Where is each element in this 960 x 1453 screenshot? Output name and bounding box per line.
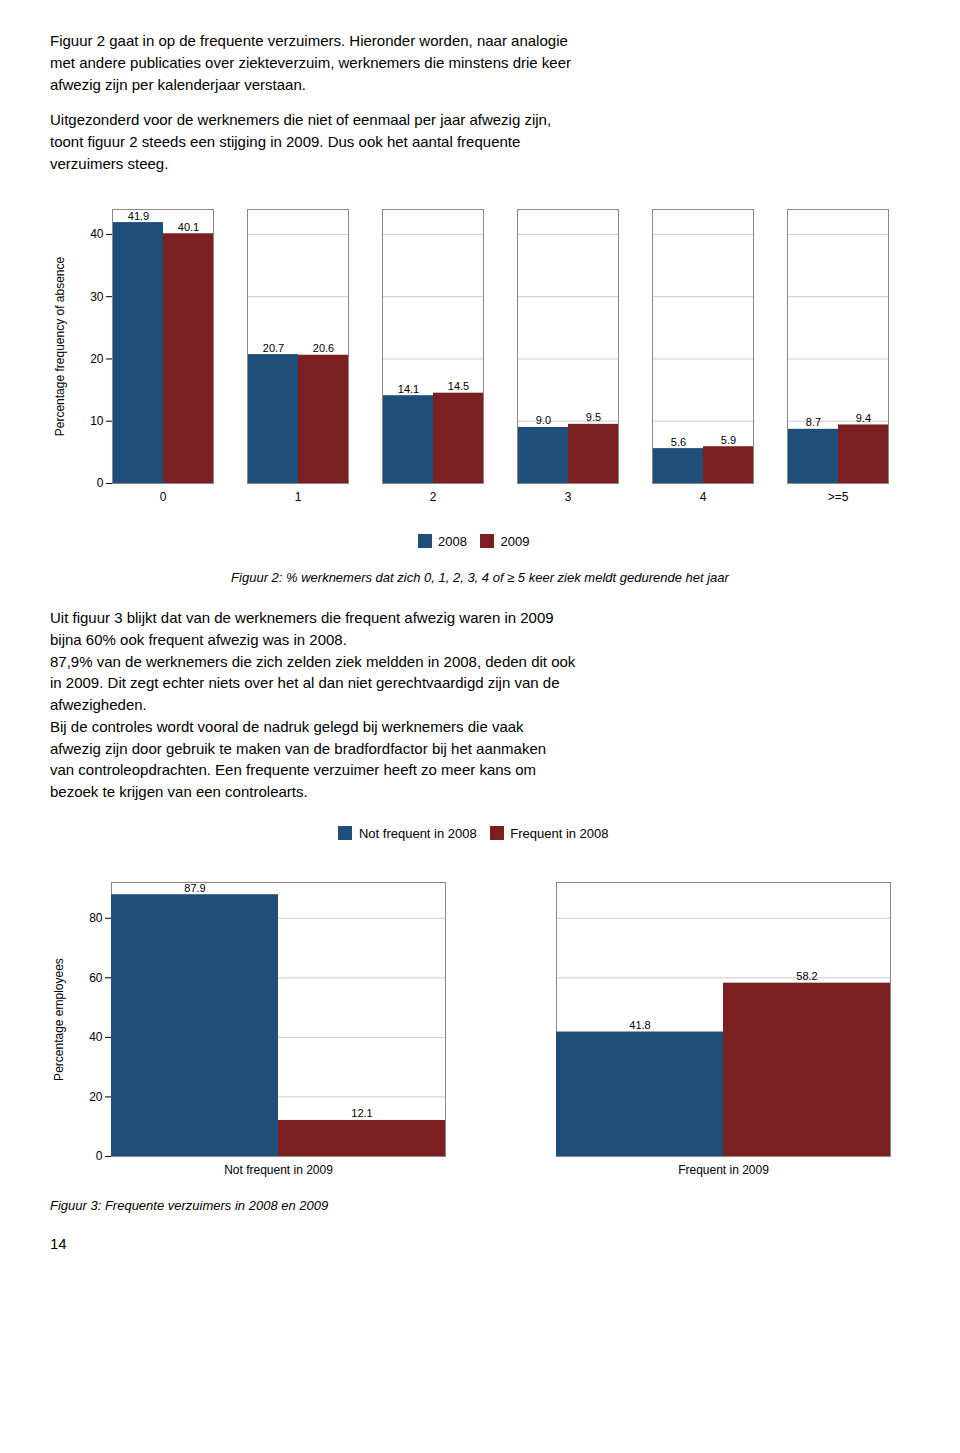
- html-text:Figuur 2: % werknemers dat zic: Figuur 2: % werknemers dat zich 0, 1, 2,…: [231, 570, 729, 585]
- svg-text:10: 10: [90, 414, 104, 428]
- svg-text:80: 80: [89, 911, 103, 925]
- svg-text:14.5: 14.5: [448, 380, 469, 392]
- svg-text:30: 30: [90, 289, 104, 303]
- svg-text:>=5: >=5: [828, 490, 849, 504]
- svg-text:Percentage frequency of absenc: Percentage frequency of absence: [53, 256, 67, 436]
- svg-text:40: 40: [90, 227, 104, 241]
- svg-text:87.9: 87.9: [184, 882, 205, 894]
- svg-text:1: 1: [295, 490, 302, 504]
- svg-text:41.8: 41.8: [629, 1019, 650, 1031]
- svg-text:41.9: 41.9: [128, 209, 149, 221]
- svg-text:8.7: 8.7: [806, 416, 821, 428]
- svg-text:0: 0: [97, 476, 104, 490]
- svg-text:14.1: 14.1: [398, 382, 419, 394]
- svg-text:12.1: 12.1: [351, 1108, 372, 1120]
- svg-text:20.7: 20.7: [263, 341, 284, 353]
- svg-text:20.6: 20.6: [313, 342, 334, 354]
- html-text:Uitgezonderd voor de werknemer: Uitgezonderd voor de werknemers die niet…: [50, 111, 552, 172]
- html-text:Figuur 3: Frequente verzuimers: Figuur 3: Frequente verzuimers in 2008 e…: [50, 1198, 329, 1214]
- svg-text:0: 0: [160, 490, 167, 504]
- svg-text:Frequent in 2009: Frequent in 2009: [678, 1163, 769, 1177]
- html-text:2009: 2009: [500, 533, 530, 549]
- svg-text:2: 2: [430, 490, 437, 504]
- svg-text:0: 0: [96, 1150, 103, 1164]
- svg-text:Percentage employees: Percentage employees: [52, 958, 66, 1081]
- svg-text:9.5: 9.5: [586, 411, 601, 423]
- html-text:2008: 2008: [438, 533, 467, 549]
- svg-text:60: 60: [89, 971, 103, 985]
- svg-text:Not frequent in 2009: Not frequent in 2009: [224, 1163, 333, 1177]
- svg-text:20: 20: [89, 1090, 103, 1104]
- svg-text:9.0: 9.0: [536, 414, 551, 426]
- svg-text:5.9: 5.9: [721, 433, 736, 445]
- html-text:Figuur 2 gaat in op de frequen: Figuur 2 gaat in op de frequente verzuim…: [50, 32, 572, 93]
- html-text:Frequent in 2008: Frequent in 2008: [510, 825, 609, 841]
- svg-text:40: 40: [89, 1030, 103, 1044]
- svg-text:40.1: 40.1: [178, 220, 199, 232]
- svg-text:4: 4: [700, 490, 707, 504]
- svg-text:58.2: 58.2: [796, 970, 817, 982]
- svg-text:3: 3: [565, 490, 572, 504]
- html-text:Uit figuur 3 blijkt dat van de: Uit figuur 3 blijkt dat van de werknemer…: [50, 609, 576, 800]
- html-text:Not frequent in 2008: Not frequent in 2008: [358, 825, 477, 841]
- html-text:14: 14: [50, 1235, 67, 1253]
- svg-text:9.4: 9.4: [856, 411, 871, 423]
- svg-text:20: 20: [90, 351, 104, 365]
- svg-text:5.6: 5.6: [671, 435, 686, 447]
